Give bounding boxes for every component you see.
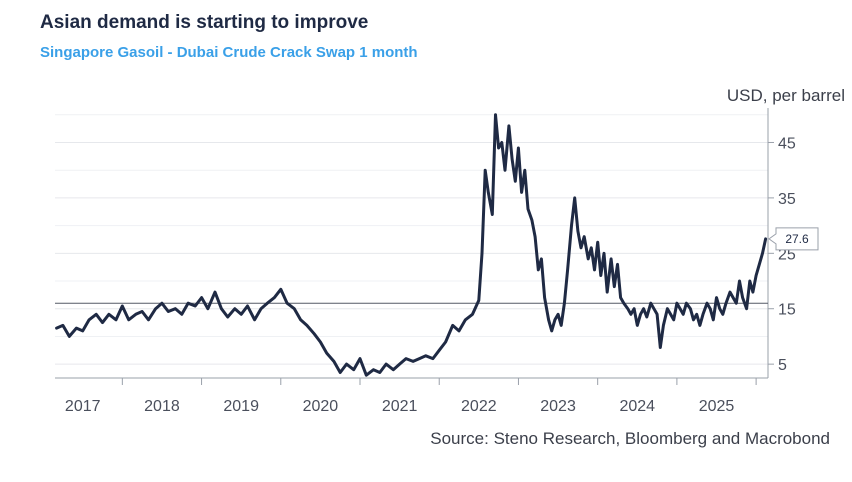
x-tick-label-2017: 2017: [65, 398, 101, 415]
axes: 5 15 25 35 45 2017 2018 2019 2020 2021 2022 2023 202…: [55, 108, 796, 415]
y-tick-label-35: 35: [778, 191, 796, 208]
series-layer: 27.6: [55, 113, 819, 377]
x-tick-label-2020: 2020: [303, 398, 339, 415]
x-tick-label-2019: 2019: [223, 398, 259, 415]
x-tick-label-2025: 2025: [699, 398, 735, 415]
series-line-0: [55, 113, 768, 377]
y-axis-unit-label: USD, per barrel: [727, 86, 845, 105]
chart-title: Asian demand is starting to improve: [40, 12, 369, 33]
x-tick-label-2022: 2022: [461, 398, 497, 415]
y-tick-label-15: 15: [778, 302, 796, 319]
chart-subtitle: Singapore Gasoil - Dubai Crude Crack Swa…: [40, 44, 418, 61]
x-tick-label-2018: 2018: [144, 398, 180, 415]
x-tick-label-2024: 2024: [619, 398, 655, 415]
x-tick-label-2023: 2023: [540, 398, 576, 415]
x-tick-label-2021: 2021: [382, 398, 418, 415]
source-note: Source: Steno Research, Bloomberg and Ma…: [430, 429, 830, 448]
y-tick-label-45: 45: [778, 135, 796, 152]
last-value-label: 27.6: [785, 232, 809, 246]
y-tick-label-25: 25: [778, 246, 796, 263]
y-tick-label-5: 5: [778, 357, 787, 374]
last-value-callout-box: [768, 227, 819, 251]
grid-lines: [55, 114, 768, 365]
last-value-callout: 27.6: [768, 227, 819, 251]
